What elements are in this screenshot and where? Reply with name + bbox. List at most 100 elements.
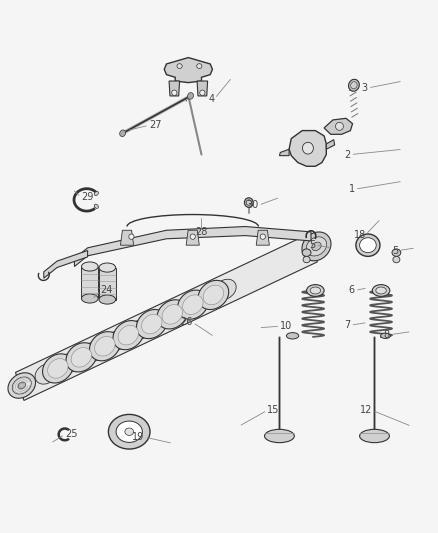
- Ellipse shape: [200, 90, 205, 95]
- Text: 12: 12: [360, 406, 372, 415]
- Text: 8: 8: [384, 330, 390, 340]
- Polygon shape: [289, 131, 326, 166]
- Ellipse shape: [8, 373, 35, 398]
- Ellipse shape: [306, 237, 327, 256]
- Ellipse shape: [260, 234, 265, 239]
- Ellipse shape: [89, 332, 120, 361]
- Ellipse shape: [194, 289, 215, 309]
- Ellipse shape: [286, 333, 299, 339]
- Text: 28: 28: [195, 227, 208, 237]
- Ellipse shape: [59, 353, 81, 373]
- Ellipse shape: [157, 300, 187, 329]
- Ellipse shape: [108, 415, 150, 449]
- Text: 3: 3: [362, 83, 368, 93]
- Ellipse shape: [203, 285, 224, 305]
- Ellipse shape: [356, 234, 380, 256]
- Polygon shape: [324, 118, 353, 134]
- Ellipse shape: [302, 232, 331, 261]
- Text: 30: 30: [246, 200, 258, 210]
- Ellipse shape: [95, 336, 115, 356]
- Ellipse shape: [42, 354, 73, 383]
- Ellipse shape: [172, 90, 177, 95]
- Ellipse shape: [116, 421, 142, 442]
- Ellipse shape: [198, 280, 229, 310]
- Ellipse shape: [12, 377, 31, 394]
- Text: 24: 24: [101, 286, 113, 295]
- Polygon shape: [197, 81, 208, 96]
- Ellipse shape: [141, 314, 162, 334]
- Ellipse shape: [99, 263, 116, 272]
- Ellipse shape: [152, 308, 174, 329]
- Ellipse shape: [310, 287, 321, 294]
- Ellipse shape: [173, 298, 195, 319]
- Text: 26: 26: [180, 318, 193, 327]
- Ellipse shape: [106, 330, 127, 351]
- Ellipse shape: [48, 359, 68, 378]
- Ellipse shape: [18, 382, 25, 389]
- Ellipse shape: [125, 428, 134, 435]
- Text: 6: 6: [349, 286, 355, 295]
- Polygon shape: [256, 230, 269, 245]
- Ellipse shape: [265, 430, 294, 442]
- Ellipse shape: [381, 333, 390, 338]
- Text: 4: 4: [208, 94, 215, 103]
- Ellipse shape: [71, 348, 92, 367]
- Ellipse shape: [190, 234, 195, 239]
- Polygon shape: [81, 266, 98, 298]
- Ellipse shape: [113, 320, 144, 350]
- Ellipse shape: [336, 122, 343, 130]
- Ellipse shape: [162, 304, 183, 324]
- Ellipse shape: [302, 142, 314, 154]
- Polygon shape: [164, 58, 212, 83]
- Ellipse shape: [177, 290, 208, 319]
- Ellipse shape: [94, 204, 99, 208]
- Ellipse shape: [246, 200, 251, 205]
- Ellipse shape: [244, 198, 253, 207]
- Text: 2: 2: [344, 150, 350, 159]
- Ellipse shape: [99, 295, 116, 304]
- Polygon shape: [326, 140, 335, 149]
- Text: 10: 10: [280, 321, 293, 331]
- Ellipse shape: [183, 295, 203, 314]
- Text: 29: 29: [81, 192, 93, 202]
- Ellipse shape: [372, 285, 390, 296]
- Ellipse shape: [351, 82, 357, 89]
- Ellipse shape: [177, 63, 182, 68]
- Ellipse shape: [82, 342, 104, 362]
- Text: 25: 25: [65, 430, 78, 439]
- Ellipse shape: [302, 249, 311, 256]
- Polygon shape: [186, 230, 199, 245]
- Polygon shape: [169, 81, 180, 96]
- Polygon shape: [74, 227, 311, 266]
- Ellipse shape: [35, 364, 57, 384]
- Polygon shape: [120, 230, 134, 245]
- Text: 15: 15: [267, 406, 279, 415]
- Ellipse shape: [360, 238, 376, 253]
- Polygon shape: [279, 149, 289, 156]
- Ellipse shape: [307, 285, 324, 296]
- Ellipse shape: [94, 191, 99, 196]
- Polygon shape: [44, 251, 88, 278]
- Polygon shape: [15, 234, 318, 400]
- Text: 5: 5: [392, 246, 399, 255]
- Text: 27: 27: [149, 120, 162, 130]
- Ellipse shape: [197, 63, 202, 68]
- Ellipse shape: [187, 93, 194, 99]
- Ellipse shape: [392, 249, 401, 256]
- Ellipse shape: [214, 279, 236, 300]
- Polygon shape: [99, 268, 116, 300]
- Text: 1: 1: [349, 184, 355, 194]
- Text: 19: 19: [132, 432, 145, 442]
- Ellipse shape: [129, 234, 134, 239]
- Ellipse shape: [303, 256, 310, 263]
- Ellipse shape: [393, 256, 400, 263]
- Ellipse shape: [81, 294, 98, 303]
- Text: 7: 7: [344, 320, 350, 330]
- Ellipse shape: [129, 319, 151, 340]
- Ellipse shape: [120, 130, 126, 136]
- Text: 18: 18: [353, 230, 366, 239]
- Ellipse shape: [376, 287, 386, 294]
- Ellipse shape: [137, 310, 167, 338]
- Ellipse shape: [118, 325, 138, 345]
- Ellipse shape: [81, 262, 98, 271]
